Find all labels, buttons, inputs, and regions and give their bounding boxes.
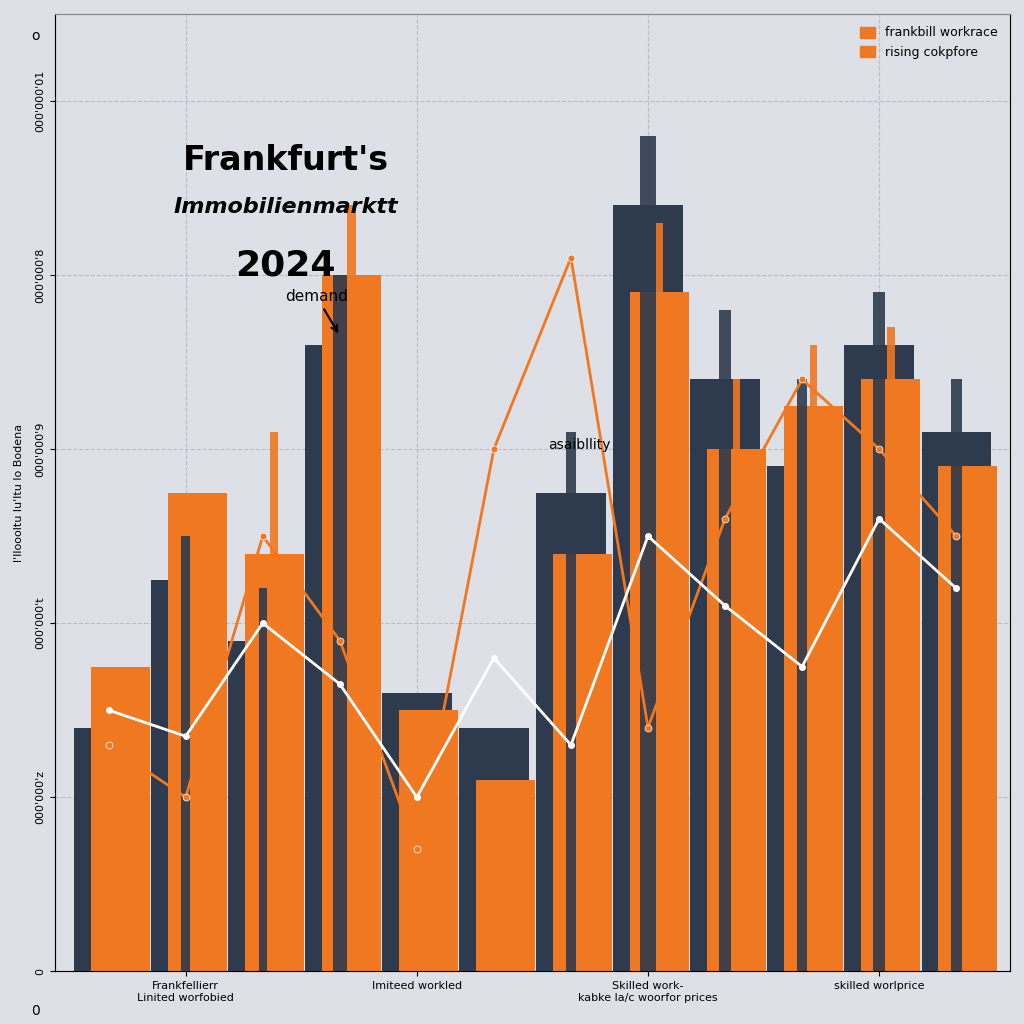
Text: Immobilienmarktt: Immobilienmarktt xyxy=(173,197,398,217)
Bar xyxy=(861,380,921,972)
Bar xyxy=(245,554,304,972)
Bar xyxy=(333,275,347,972)
Bar xyxy=(733,380,740,972)
Bar xyxy=(565,432,577,972)
Bar xyxy=(382,693,452,972)
Bar xyxy=(873,293,886,972)
Bar xyxy=(640,136,655,972)
Bar xyxy=(655,223,664,972)
Bar xyxy=(74,728,143,972)
Bar xyxy=(922,432,991,972)
Bar xyxy=(459,728,528,972)
Bar xyxy=(708,450,766,972)
Text: Frankfurt's: Frankfurt's xyxy=(183,144,389,177)
Bar xyxy=(613,206,683,972)
Bar xyxy=(322,275,381,972)
Bar xyxy=(168,493,226,972)
Bar xyxy=(259,589,266,972)
Bar xyxy=(181,537,190,972)
Bar xyxy=(845,345,913,972)
Bar xyxy=(887,328,895,972)
Text: 2024: 2024 xyxy=(236,249,336,283)
Bar xyxy=(951,380,962,972)
Bar xyxy=(91,667,150,972)
Bar xyxy=(151,580,220,972)
Bar xyxy=(347,206,356,972)
Bar xyxy=(797,380,807,972)
Bar xyxy=(476,780,535,972)
Bar xyxy=(270,432,279,972)
Bar xyxy=(399,711,458,972)
Bar xyxy=(767,467,837,972)
Bar xyxy=(228,641,297,972)
Text: asaibllity: asaibllity xyxy=(548,438,610,452)
Bar xyxy=(690,380,760,972)
Bar xyxy=(938,467,997,972)
Bar xyxy=(537,493,605,972)
Bar xyxy=(810,345,817,972)
Bar xyxy=(630,293,689,972)
Bar xyxy=(553,554,612,972)
Text: o: o xyxy=(32,29,40,43)
Text: demand: demand xyxy=(286,289,348,332)
Text: 0: 0 xyxy=(32,1004,40,1018)
Bar xyxy=(784,406,843,972)
Y-axis label: l'lloooltu lu'ltu lo Bodena: l'lloooltu lu'ltu lo Bodena xyxy=(14,424,24,561)
Legend: frankbill workrace, rising cokpfore: frankbill workrace, rising cokpfore xyxy=(854,20,1004,65)
Bar xyxy=(719,310,731,972)
Bar xyxy=(305,345,375,972)
